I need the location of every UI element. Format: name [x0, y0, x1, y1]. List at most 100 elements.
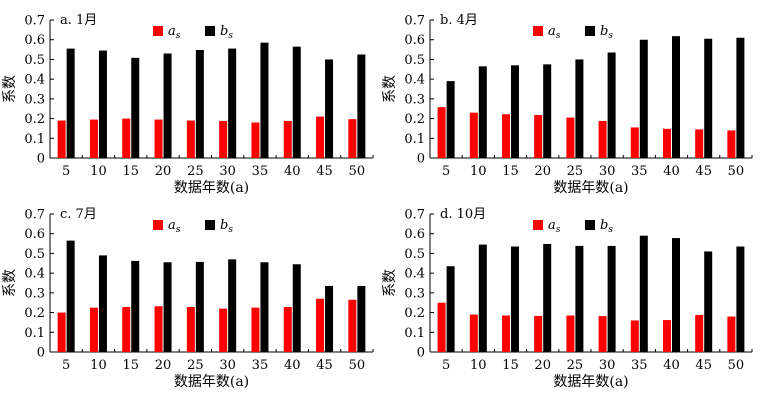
bar-as-45 [316, 298, 325, 352]
bar-bs-35 [260, 42, 269, 158]
bar-bs-35 [260, 262, 269, 352]
x-tick-label: 45 [316, 358, 333, 373]
bar-bs-10 [98, 50, 107, 158]
y-tick-label: 0.2 [404, 112, 425, 127]
bar-as-35 [630, 320, 639, 352]
x-tick-label: 45 [316, 164, 333, 179]
bar-as-50 [727, 130, 736, 158]
x-tick-label: 10 [470, 358, 487, 373]
x-tick-label: 15 [122, 164, 139, 179]
bar-as-45 [316, 116, 325, 158]
bar-bs-35 [639, 39, 648, 158]
y-tick-label: 0 [417, 152, 425, 167]
bar-bs-15 [511, 65, 519, 158]
x-tick-label: 15 [122, 358, 139, 373]
y-tick-label: 0.7 [24, 208, 45, 223]
x-tick-label: 40 [284, 164, 301, 179]
y-tick-label: 0.6 [24, 227, 45, 242]
bar-as-10 [89, 307, 98, 352]
bar-bs-45 [704, 38, 713, 158]
y-tick-label: 0.1 [24, 132, 45, 147]
bar-as-35 [630, 127, 639, 158]
bar-as-50 [348, 119, 357, 158]
y-tick-label: 0.5 [404, 53, 425, 68]
bar-bs-40 [672, 36, 680, 159]
x-tick-label: 35 [631, 164, 648, 179]
bar-as-10 [469, 112, 478, 158]
bar-bs-35 [639, 235, 648, 352]
x-tick-label: 40 [663, 164, 680, 179]
y-tick-label: 0.7 [24, 14, 45, 29]
y-tick-label: 0.5 [404, 247, 425, 262]
bar-bs-45 [704, 251, 713, 352]
x-tick-label: 40 [284, 358, 301, 373]
x-tick-label: 50 [728, 358, 745, 373]
x-tick-label: 5 [442, 358, 450, 373]
bar-bs-30 [607, 52, 616, 158]
bar-bs-20 [163, 53, 172, 159]
bar-bs-5 [446, 266, 455, 352]
bar-as-30 [219, 308, 228, 352]
chart-panel-1: 0 0.1 0.2 0.3 0.4 0.5 0.6 0.7 5 10 15 20 25 30 35 40 45 5… [2, 13, 374, 196]
y-tick-label: 0.4 [24, 73, 45, 88]
bar-as-5 [57, 120, 66, 158]
bar-bs-30 [607, 245, 616, 352]
x-tick-label: 25 [567, 164, 584, 179]
y-tick-label: 0 [417, 346, 425, 361]
bar-as-40 [663, 320, 671, 352]
x-tick-label: 35 [631, 358, 648, 373]
y-tick-label: 0.7 [404, 208, 425, 223]
legend-label-as: as [168, 24, 181, 41]
x-tick-label: 25 [187, 164, 204, 179]
panel-title: a. 1月 [60, 13, 97, 28]
bar-as-45 [695, 129, 704, 158]
y-tick-label: 0.1 [404, 326, 425, 341]
y-tick-label: 0.7 [404, 14, 425, 29]
bar-as-40 [283, 120, 292, 158]
y-tick-label: 0.2 [24, 112, 45, 127]
bar-bs-50 [736, 37, 745, 158]
bar-bs-20 [543, 64, 552, 158]
y-tick-label: 0.3 [404, 286, 425, 301]
bar-as-5 [57, 312, 66, 352]
bar-bs-50 [357, 285, 366, 352]
bar-bs-30 [228, 48, 237, 159]
bar-as-35 [251, 307, 260, 352]
bar-bs-20 [543, 243, 552, 352]
bar-as-5 [437, 302, 446, 352]
y-tick-label: 0.4 [404, 73, 425, 88]
x-tick-label: 25 [567, 358, 584, 373]
chart-panel-4: 0 0.1 0.2 0.3 0.4 0.5 0.6 0.7 5 10 15 20 25 30 35 40 45 5… [382, 207, 753, 390]
bar-as-10 [89, 119, 98, 158]
x-tick-label: 20 [534, 164, 551, 179]
x-tick-label: 5 [442, 164, 450, 179]
y-tick-label: 0.4 [404, 267, 425, 282]
x-tick-label: 20 [155, 164, 172, 179]
legend-label-bs: bs [600, 218, 613, 235]
legend-swatch-bs [585, 220, 595, 230]
legend-swatch-as [533, 26, 543, 36]
x-tick-label: 15 [502, 164, 519, 179]
x-tick-label: 25 [187, 358, 204, 373]
x-axis-label: 数据年数(a) [553, 180, 628, 196]
x-tick-label: 50 [728, 164, 745, 179]
bar-bs-15 [131, 260, 140, 352]
bar-bs-15 [511, 246, 519, 352]
bar-as-35 [251, 122, 260, 158]
x-tick-label: 15 [502, 358, 519, 373]
bar-bs-15 [131, 57, 140, 159]
bar-as-25 [186, 120, 195, 158]
y-tick-label: 0.6 [404, 227, 425, 242]
y-axis-label: 系数 [2, 75, 18, 103]
bar-as-15 [502, 315, 510, 352]
y-tick-label: 0.5 [24, 53, 45, 68]
bar-bs-25 [195, 49, 204, 158]
x-tick-label: 45 [695, 164, 712, 179]
y-tick-label: 0.6 [24, 33, 45, 48]
bar-bs-40 [672, 238, 680, 352]
bar-as-15 [122, 307, 131, 352]
legend-swatch-as [153, 220, 163, 230]
bar-bs-5 [446, 81, 455, 158]
